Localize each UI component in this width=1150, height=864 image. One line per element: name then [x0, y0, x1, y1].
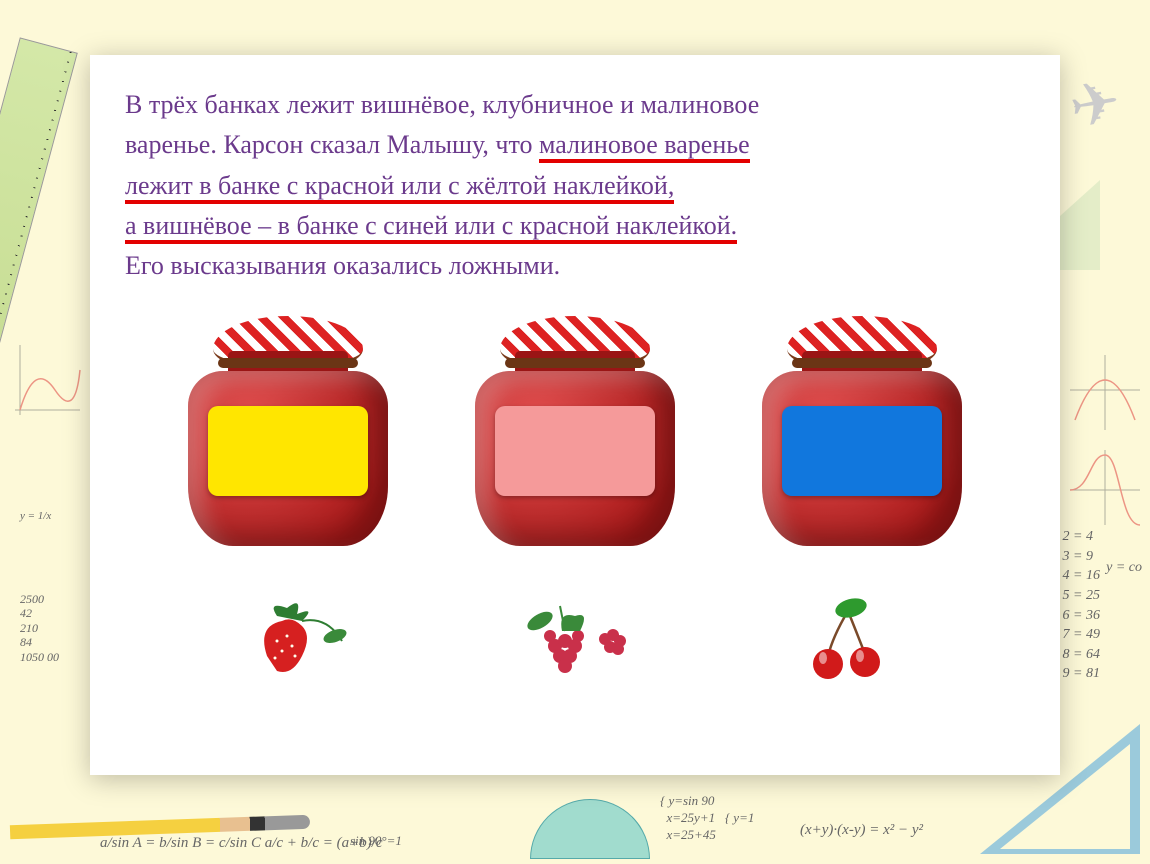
jar-pink-label — [465, 316, 685, 546]
task-text: В трёх банках лежит вишнёвое, клубничное… — [125, 85, 1025, 286]
jar-tie — [792, 358, 932, 368]
jar-tie — [505, 358, 645, 368]
jars-row — [125, 316, 1025, 546]
task-line-5: Его высказывания оказались ложными. — [125, 251, 560, 280]
jar-blue-label — [752, 316, 972, 546]
graph-axis-right-icon — [1065, 350, 1145, 530]
task-line-4-underlined: а вишнёвое – в банке с синей или с красн… — [125, 211, 737, 240]
jar-label — [208, 406, 368, 496]
task-line-1: В трёх банках лежит вишнёвое, клубничное… — [125, 90, 759, 119]
poly-identity: (x+y)·(x-y) = x² − y² — [800, 822, 923, 839]
task-line-2b-underlined: малиновое варенье — [539, 130, 750, 159]
slide-panel: В трёх банках лежит вишнёвое, клубничное… — [90, 55, 1060, 775]
paper-plane-icon: ✈ — [1064, 66, 1126, 144]
jar-tie — [218, 358, 358, 368]
raspberry-icon — [520, 596, 630, 686]
task-line-2a: варенье. Карсон сказал Малышу, что — [125, 130, 539, 159]
strawberry-icon — [247, 596, 357, 686]
jar-label — [495, 406, 655, 496]
task-line-3-underlined: лежит в банке с красной или с жёлтой нак… — [125, 171, 674, 200]
fraction-calc-left: 2500 42 210 84 1050 00 — [20, 592, 59, 664]
graph-axis-left-icon — [5, 340, 85, 420]
fraction-bottom: a/sin A = b/sin B = c/sin C a/c + b/c = … — [100, 835, 383, 852]
y-cos: y = co — [1106, 560, 1142, 576]
berries-row — [125, 596, 1025, 686]
cherry-icon — [793, 596, 903, 686]
y-1-over-x: y = 1/x — [20, 510, 51, 522]
system-equations: { y=sin 90 x=25y+1 { y=1 x=25+45 — [660, 793, 754, 844]
jar-label — [782, 406, 942, 496]
protractor-decoration — [530, 799, 650, 859]
ruler-decoration — [0, 37, 78, 342]
jar-yellow-label — [178, 316, 398, 546]
